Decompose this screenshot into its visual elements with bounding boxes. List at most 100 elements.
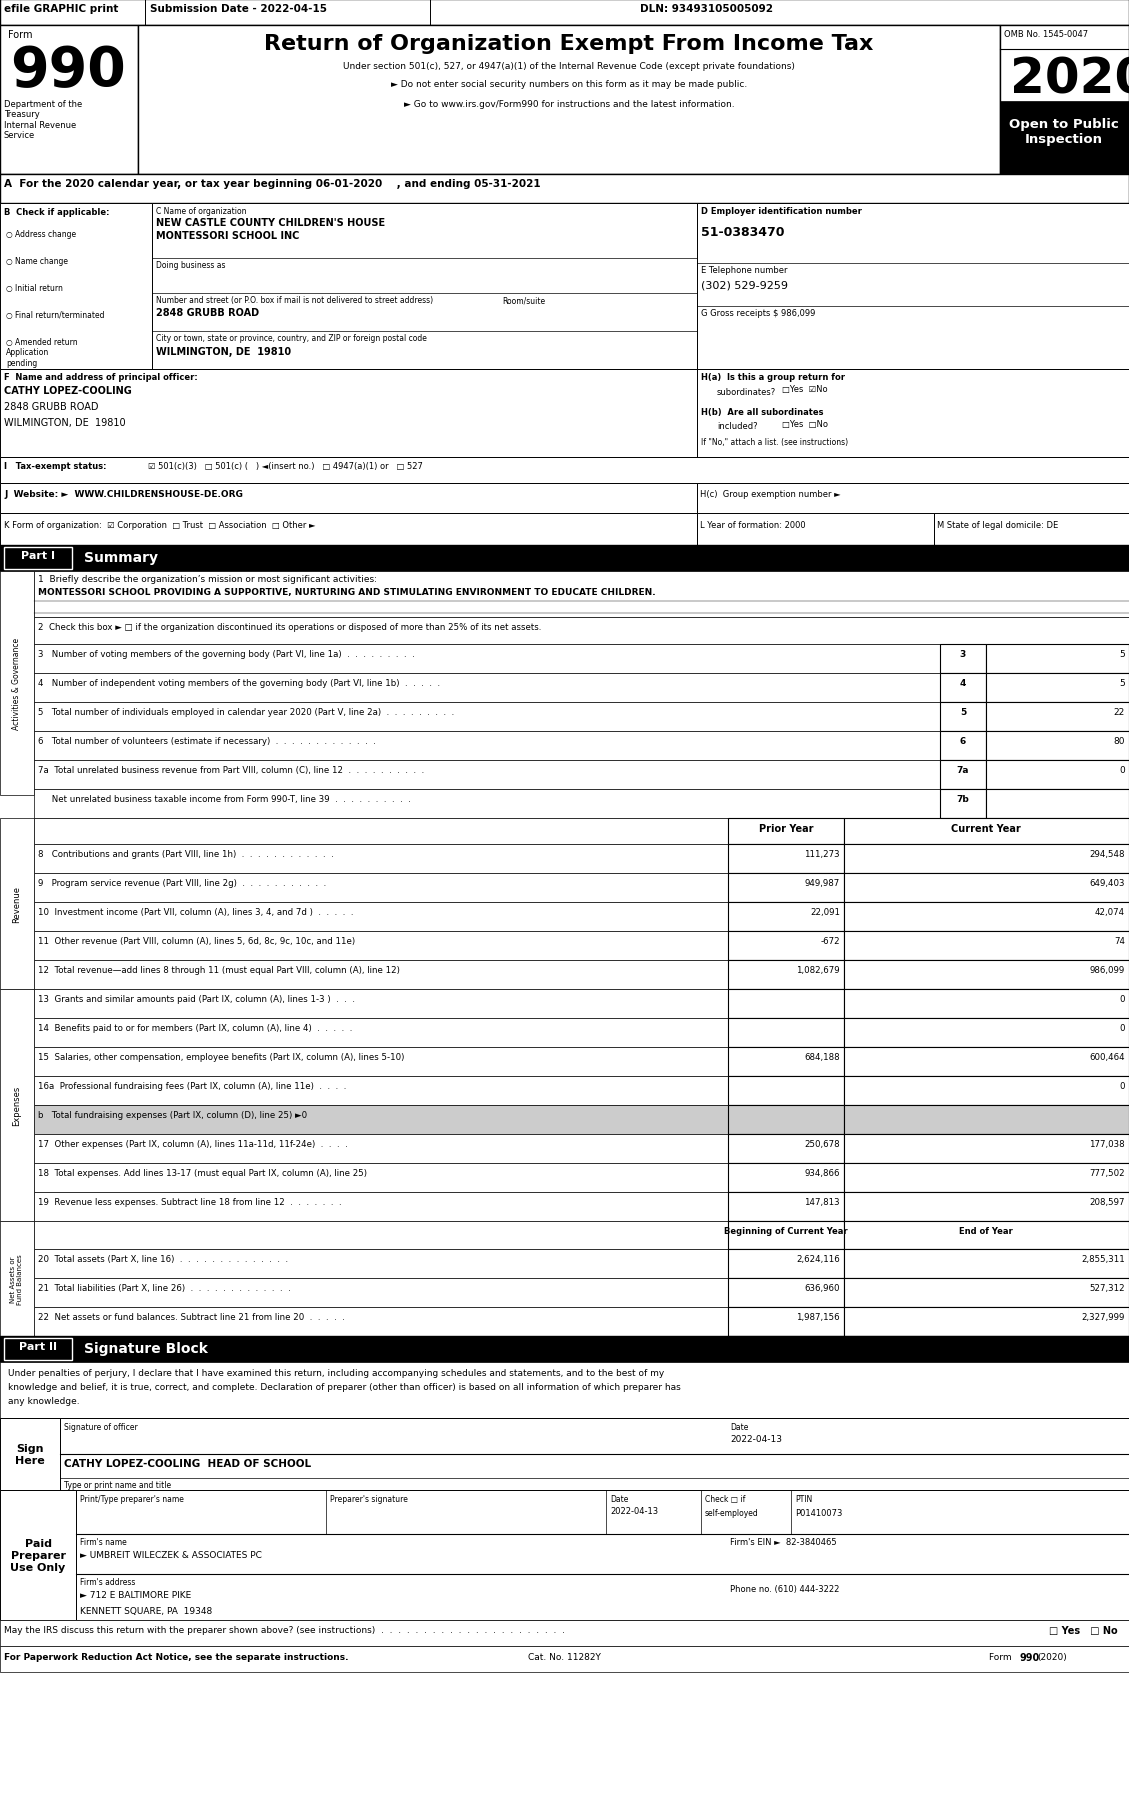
- Text: Revenue: Revenue: [12, 885, 21, 923]
- Text: 4: 4: [960, 679, 966, 688]
- Bar: [0, 0, 1129, 25]
- Text: For Paperwork Reduction Act Notice, see the separate instructions.: For Paperwork Reduction Act Notice, see …: [5, 1652, 349, 1661]
- Text: 51-0383470: 51-0383470: [701, 226, 785, 239]
- Text: 649,403: 649,403: [1089, 878, 1124, 887]
- Bar: [728, 1306, 844, 1335]
- Bar: [0, 1491, 76, 1621]
- Text: □Yes  □No: □Yes □No: [782, 419, 828, 428]
- Bar: [844, 1193, 1129, 1222]
- Bar: [986, 674, 1129, 703]
- Bar: [34, 571, 1129, 618]
- Text: 2848 GRUBB ROAD: 2848 GRUBB ROAD: [5, 401, 98, 412]
- Bar: [728, 1222, 844, 1249]
- Text: 2,855,311: 2,855,311: [1082, 1254, 1124, 1263]
- Text: Current Year: Current Year: [951, 824, 1021, 833]
- Bar: [0, 204, 152, 370]
- Bar: [34, 674, 940, 703]
- Bar: [986, 790, 1129, 819]
- Bar: [34, 732, 940, 761]
- Bar: [844, 1222, 1129, 1249]
- Bar: [0, 819, 34, 990]
- Bar: [697, 370, 1129, 457]
- Text: 0: 0: [1120, 1081, 1124, 1090]
- Text: Firm's address: Firm's address: [80, 1578, 135, 1587]
- Text: Number and street (or P.O. box if mail is not delivered to street address): Number and street (or P.O. box if mail i…: [156, 296, 434, 305]
- Bar: [34, 618, 1129, 645]
- Bar: [34, 931, 728, 961]
- Bar: [152, 204, 697, 370]
- Text: Paid
Preparer
Use Only: Paid Preparer Use Only: [10, 1538, 65, 1572]
- Text: Room/suite: Room/suite: [502, 296, 545, 305]
- Text: (2020): (2020): [1038, 1652, 1067, 1661]
- Bar: [844, 1306, 1129, 1335]
- Text: DLN: 93493105005092: DLN: 93493105005092: [640, 4, 773, 14]
- Bar: [940, 674, 986, 703]
- Text: P01410073: P01410073: [795, 1509, 842, 1518]
- Bar: [34, 902, 728, 931]
- Text: H(b)  Are all subordinates: H(b) Are all subordinates: [701, 408, 823, 417]
- Bar: [34, 1164, 728, 1193]
- Bar: [138, 25, 1000, 175]
- Text: Form: Form: [8, 31, 33, 40]
- Text: 21  Total liabilities (Part X, line 26)  .  .  .  .  .  .  .  .  .  .  .  .  .: 21 Total liabilities (Part X, line 26) .…: [38, 1283, 291, 1292]
- Text: 684,188: 684,188: [804, 1052, 840, 1061]
- Text: WILMINGTON, DE  19810: WILMINGTON, DE 19810: [5, 417, 125, 428]
- Text: Signature Block: Signature Block: [84, 1341, 208, 1355]
- Text: F  Name and address of principal officer:: F Name and address of principal officer:: [5, 372, 198, 381]
- Bar: [728, 1278, 844, 1306]
- Text: subordinates?: subordinates?: [717, 389, 777, 398]
- Text: Firm's EIN ►  82-3840465: Firm's EIN ► 82-3840465: [730, 1538, 837, 1547]
- Text: Cat. No. 11282Y: Cat. No. 11282Y: [527, 1652, 601, 1661]
- Text: □ Yes   □ No: □ Yes □ No: [1049, 1624, 1118, 1635]
- Text: 3: 3: [960, 651, 966, 658]
- Bar: [940, 645, 986, 674]
- Text: 7a  Total unrelated business revenue from Part VIII, column (C), line 12  .  .  : 7a Total unrelated business revenue from…: [38, 766, 425, 775]
- Bar: [76, 1491, 1129, 1621]
- Bar: [0, 571, 34, 795]
- Text: 74: 74: [1114, 936, 1124, 945]
- Text: Preparer's signature: Preparer's signature: [330, 1494, 408, 1503]
- Text: 10  Investment income (Part VII, column (A), lines 3, 4, and 7d )  .  .  .  .  .: 10 Investment income (Part VII, column (…: [38, 907, 353, 916]
- Text: 11  Other revenue (Part VIII, column (A), lines 5, 6d, 8c, 9c, 10c, and 11e): 11 Other revenue (Part VIII, column (A),…: [38, 936, 356, 945]
- Bar: [844, 990, 1129, 1019]
- Text: MONTESSORI SCHOOL PROVIDING A SUPPORTIVE, NURTURING AND STIMULATING ENVIRONMENT : MONTESSORI SCHOOL PROVIDING A SUPPORTIVE…: [38, 587, 656, 596]
- Bar: [844, 902, 1129, 931]
- Text: CATHY LOPEZ-COOLING: CATHY LOPEZ-COOLING: [5, 385, 132, 396]
- Text: 17  Other expenses (Part IX, column (A), lines 11a-11d, 11f-24e)  .  .  .  .: 17 Other expenses (Part IX, column (A), …: [38, 1140, 348, 1149]
- Bar: [0, 1222, 34, 1335]
- Bar: [34, 645, 940, 674]
- Bar: [34, 790, 940, 819]
- Text: Under section 501(c), 527, or 4947(a)(1) of the Internal Revenue Code (except pr: Under section 501(c), 527, or 4947(a)(1)…: [343, 61, 795, 70]
- Bar: [728, 844, 844, 873]
- Text: MONTESSORI SCHOOL INC: MONTESSORI SCHOOL INC: [156, 231, 299, 240]
- Text: 2  Check this box ► □ if the organization discontinued its operations or dispose: 2 Check this box ► □ if the organization…: [38, 623, 542, 632]
- Text: 990: 990: [10, 43, 125, 98]
- Bar: [728, 1164, 844, 1193]
- Text: 22  Net assets or fund balances. Subtract line 21 from line 20  .  .  .  .  .: 22 Net assets or fund balances. Subtract…: [38, 1312, 344, 1321]
- Text: 1,987,156: 1,987,156: [796, 1312, 840, 1321]
- Bar: [986, 732, 1129, 761]
- Bar: [34, 873, 728, 902]
- Text: Net Assets or
Fund Balances: Net Assets or Fund Balances: [10, 1254, 24, 1305]
- Bar: [0, 484, 697, 513]
- Text: 6: 6: [960, 737, 966, 746]
- Bar: [34, 1306, 728, 1335]
- Text: □Yes  ☑No: □Yes ☑No: [782, 385, 828, 394]
- Text: 2020: 2020: [1010, 54, 1129, 103]
- Text: Date: Date: [730, 1422, 749, 1431]
- Bar: [697, 204, 1129, 370]
- Text: 7b: 7b: [956, 795, 970, 804]
- Text: Check □ if: Check □ if: [704, 1494, 745, 1503]
- Text: May the IRS discuss this return with the preparer shown above? (see instructions: May the IRS discuss this return with the…: [5, 1624, 564, 1634]
- Text: B  Check if applicable:: B Check if applicable:: [5, 208, 110, 217]
- Text: H(a)  Is this a group return for: H(a) Is this a group return for: [701, 372, 844, 381]
- Text: 111,273: 111,273: [804, 849, 840, 858]
- Text: 147,813: 147,813: [804, 1198, 840, 1207]
- Text: Part I: Part I: [21, 551, 55, 560]
- Text: D Employer identification number: D Employer identification number: [701, 206, 861, 215]
- Text: 22,091: 22,091: [809, 907, 840, 916]
- Text: 527,312: 527,312: [1089, 1283, 1124, 1292]
- Text: 9   Program service revenue (Part VIII, line 2g)  .  .  .  .  .  .  .  .  .  .  : 9 Program service revenue (Part VIII, li…: [38, 878, 326, 887]
- Bar: [0, 546, 1129, 571]
- Text: 990: 990: [1019, 1652, 1040, 1662]
